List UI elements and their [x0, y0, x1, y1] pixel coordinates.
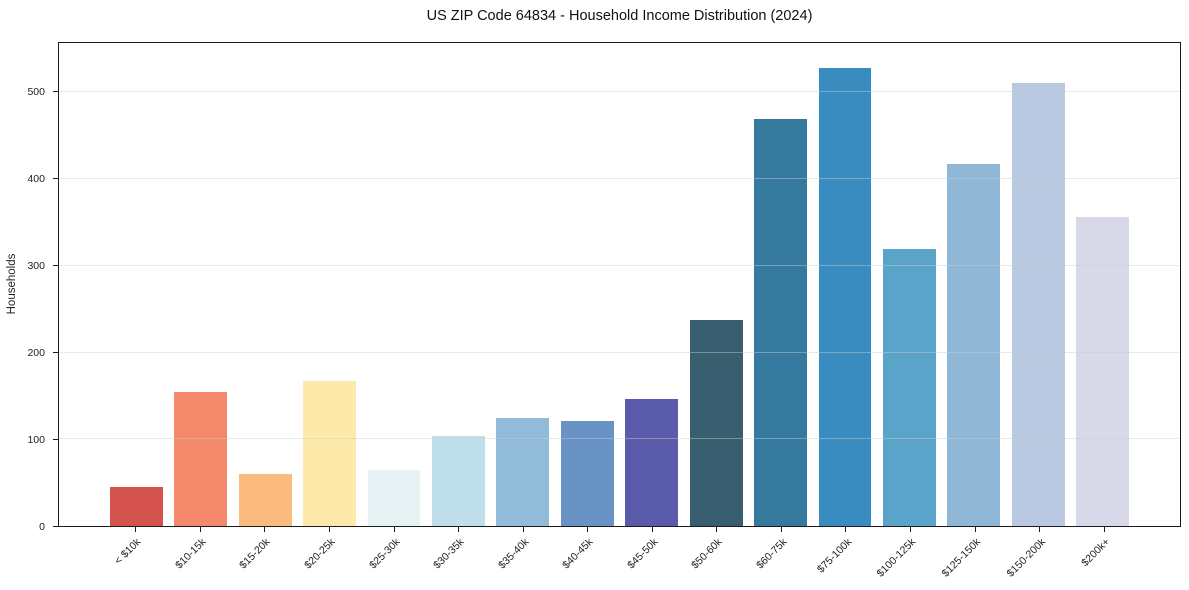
bar-slot [555, 43, 619, 526]
x-tick-mark [974, 527, 976, 532]
x-tick-cell: $150-200k [1004, 527, 1072, 587]
x-tick-mark [458, 527, 460, 532]
y-tick-label: 0 [39, 521, 45, 533]
x-tick-mark [651, 527, 653, 532]
x-tick-label: $50-60k [689, 536, 725, 572]
x-tick-label: $100-125k [874, 536, 919, 580]
bar-slot [168, 43, 232, 526]
bar-10k [109, 486, 163, 526]
bar-slot [297, 43, 361, 526]
x-tick-label: $125-150k [939, 536, 984, 580]
bar-30-35k [431, 435, 485, 526]
bars-container [59, 43, 1180, 526]
x-tick-label: $10-15k [173, 536, 209, 572]
x-tick-label: $45-50k [624, 536, 661, 572]
bar-50-60k [689, 320, 743, 526]
x-tick-label: $150-200k [1004, 536, 1048, 580]
chart-title: US ZIP Code 64834 - Household Income Dis… [426, 8, 813, 24]
y-tick-mark [53, 438, 58, 440]
bar-100-125k [883, 248, 936, 526]
x-tick-cell: $200k+ [1071, 527, 1136, 587]
y-tick-label: 100 [27, 433, 45, 446]
x-tick-label: < $10k [112, 536, 144, 567]
bar-slot [684, 43, 748, 526]
bar-150-200k [1011, 82, 1065, 526]
x-tick-label: $35-40k [495, 536, 532, 572]
x-tick-mark [780, 527, 782, 532]
bar-slot [233, 43, 297, 526]
x-tick-cell: $125-150k [939, 527, 1007, 587]
bar-slot [748, 43, 812, 526]
y-tick-label: 200 [27, 346, 45, 359]
x-tick-mark [328, 527, 330, 532]
bar-20-25k [303, 381, 356, 526]
x-tick-cell: $45-50k [620, 527, 685, 587]
x-tick-cell: $25-30k [361, 527, 426, 587]
y-tick-label: 500 [27, 85, 45, 98]
bar-10-15k [174, 392, 228, 526]
x-tick-mark [135, 527, 137, 532]
bar-40-45k [560, 421, 614, 526]
x-tick-label: $40-45k [560, 536, 596, 572]
x-axis: < $10k $10-15k $15-20k $20-25k $25-30k $30-35… [58, 527, 1181, 587]
x-tick-mark [845, 527, 847, 532]
x-tick-mark [264, 527, 266, 532]
x-tick-label: $30-35k [431, 536, 467, 572]
bar-slot [877, 43, 941, 526]
x-tick-label: $60-75k [754, 536, 790, 572]
y-tick-label: 300 [27, 259, 45, 272]
bar-slot [104, 43, 168, 526]
bar-slot [362, 43, 426, 526]
y-tick-label: 400 [27, 172, 45, 185]
bar-slot [942, 43, 1006, 526]
y-tick-mark [53, 264, 58, 266]
y-tick-mark [53, 351, 58, 353]
x-tick-mark [393, 527, 395, 532]
bar-125-150k [947, 164, 1001, 526]
bar-slot [426, 43, 490, 526]
bar-25-30k [367, 469, 421, 526]
bar-slot [1006, 43, 1070, 526]
bar-60-75k [754, 119, 807, 526]
x-tick-cell: $100-125k [874, 527, 943, 587]
y-tick-mark [53, 526, 58, 527]
x-tick-cell: $50-60k [684, 527, 749, 587]
x-tick-mark [522, 527, 524, 532]
x-tick-label: $75-100k [814, 536, 854, 576]
x-tick-cell: $75-100k [813, 527, 878, 587]
bar-45-50k [625, 398, 679, 526]
bar-slot [1071, 43, 1135, 526]
bar-15-20k [238, 473, 292, 526]
y-tick-mark [53, 177, 58, 179]
x-tick-mark [716, 527, 718, 532]
x-tick-cell: $10-15k [168, 527, 233, 587]
y-tick-mark [53, 90, 58, 92]
x-tick-cell: $35-40k [490, 527, 555, 587]
x-tick-mark [1103, 527, 1105, 532]
y-axis: 0 100 200 300 400 500 [0, 42, 58, 533]
x-tick-cell: $60-75k [749, 527, 814, 587]
x-tick-label: $15-20k [237, 536, 273, 572]
x-tick-mark [199, 527, 201, 532]
x-tick-label: $200k+ [1079, 536, 1113, 570]
x-tick-cell: $20-25k [297, 527, 362, 587]
x-tick-mark [910, 527, 912, 532]
x-tick-cell: $40-45k [555, 527, 620, 587]
bar-slot [620, 43, 684, 526]
x-tick-label: $20-25k [302, 536, 338, 572]
x-tick-cell: $15-20k [232, 527, 297, 587]
bar-slot [813, 43, 877, 526]
x-tick-mark [1039, 527, 1041, 532]
x-tick-cell: $30-35k [426, 527, 491, 587]
bar-75-100k [818, 68, 872, 526]
x-tick-label: $25-30k [366, 536, 403, 572]
x-tick-mark [587, 527, 589, 532]
bar-200k [1076, 217, 1130, 526]
bar-35-40k [496, 417, 550, 526]
plot-area [58, 42, 1181, 527]
x-tick-cell: < $10k [103, 527, 168, 587]
bar-slot [491, 43, 555, 526]
